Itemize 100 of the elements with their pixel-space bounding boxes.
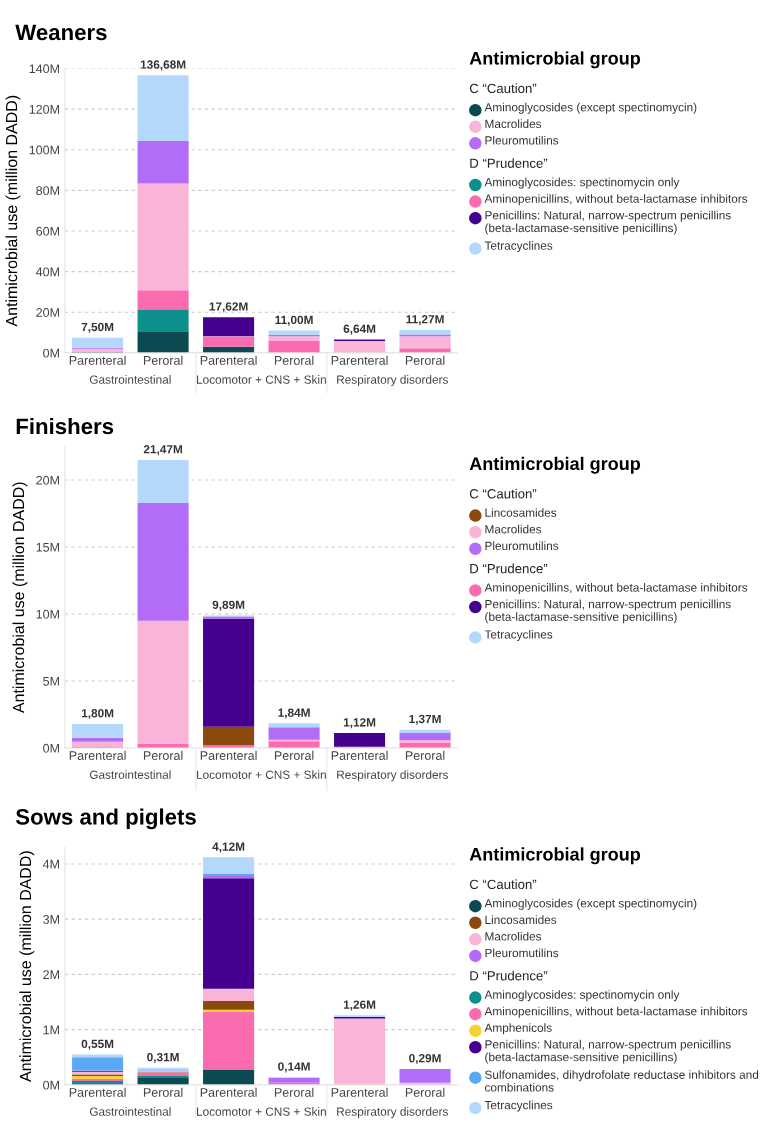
x-tick-label: Peroral bbox=[405, 750, 445, 760]
legend-label: Pleuromutilins bbox=[485, 948, 559, 958]
x-tick-label: Peroral bbox=[405, 1087, 445, 1097]
x-tick-label: Parenteral bbox=[69, 1087, 126, 1097]
x-tick-label: Parenteral bbox=[200, 355, 257, 365]
legend-label: Penicillins: Natural, narrow-spectrum penicillins (beta-lactamase-sensitive penicillins) bbox=[485, 599, 731, 624]
text: D “Prudence” bbox=[470, 970, 548, 981]
x-tick-label: Peroral bbox=[143, 1087, 183, 1097]
y-tick-label: 20M bbox=[36, 308, 59, 317]
y-tick-label: 0M bbox=[43, 348, 59, 358]
y-tick-label: 100M bbox=[29, 145, 59, 155]
y-axis-title: Antimicrobial use (million DADD) bbox=[19, 851, 35, 1082]
text: C “Caution” bbox=[469, 488, 537, 499]
y-axis-title: Antimicrobial use (million DADD) bbox=[12, 482, 28, 714]
text: Gastrointestinal bbox=[89, 770, 171, 779]
text: C “Caution” bbox=[469, 879, 537, 890]
y-tick-label: 20M bbox=[36, 475, 59, 485]
total-label: 11,00M bbox=[275, 315, 313, 326]
legend-label: Tetracyclines bbox=[484, 1100, 553, 1112]
total-label: 1,84M bbox=[278, 708, 310, 719]
x-tick-label: Parenteral bbox=[200, 750, 257, 760]
legend-label: Aminopenicillins, without beta-lactamase inhibitors bbox=[484, 1006, 748, 1018]
text: Respiratory disorders bbox=[337, 770, 448, 782]
y-tick-label: 80M bbox=[36, 186, 59, 196]
y-tick-label: 60M bbox=[36, 226, 59, 236]
y-tick-label: 1M bbox=[43, 1025, 59, 1035]
total-label: 1,12M bbox=[343, 718, 376, 729]
total-label: 0,14M bbox=[278, 1062, 310, 1073]
total-label: 1,37M bbox=[409, 714, 441, 725]
x-tick-label: Peroral bbox=[405, 355, 445, 365]
legend-label: Macrolides bbox=[485, 119, 542, 129]
y-tick-label: 15M bbox=[36, 542, 59, 552]
total-label: 4,12M bbox=[212, 842, 245, 853]
text: Gastrointestinal bbox=[89, 375, 171, 384]
legend-label: Macrolides bbox=[485, 931, 542, 941]
x-tick-label: Peroral bbox=[143, 750, 183, 760]
y-axis-title: Antimicrobial use (million DADD) bbox=[5, 95, 21, 327]
legend-label: Aminoglycosides: spectinomycin only bbox=[484, 990, 680, 1002]
legend-title: Antimicrobial group bbox=[469, 847, 641, 865]
text: Respiratory disorders bbox=[337, 1107, 448, 1119]
legend-label: Sulfonamides, dihydrofolate reductase inhibitors and combinations bbox=[485, 1070, 759, 1092]
total-label: 0,29M bbox=[409, 1054, 441, 1065]
legend-label: Macrolides bbox=[485, 524, 542, 534]
y-tick-label: 0M bbox=[43, 743, 59, 753]
legend-title: Antimicrobial group bbox=[469, 51, 641, 69]
y-tick-label: 0M bbox=[43, 1080, 59, 1090]
total-label: 0,31M bbox=[147, 1052, 179, 1063]
text: Locomotor + CNS + Skin bbox=[197, 770, 326, 779]
y-tick-label: 40M bbox=[35, 267, 59, 277]
legend-label: Aminopenicillins, without beta-lactamase inhibitors bbox=[484, 194, 748, 206]
legend-label: Aminoglycosides (except spectinomycin) bbox=[484, 898, 697, 910]
text: Gastrointestinal bbox=[89, 1107, 171, 1116]
chart-title: Finishers bbox=[16, 417, 114, 435]
total-label: 136,68M bbox=[140, 60, 186, 71]
total-label: 11,27M bbox=[406, 315, 444, 326]
legend-label: Lincosamides bbox=[485, 508, 557, 517]
total-label: 6,64M bbox=[343, 324, 376, 335]
legend-label: Tetracyclines bbox=[484, 629, 553, 641]
text: Respiratory disorders bbox=[337, 375, 448, 387]
y-tick-label: 120M bbox=[29, 104, 59, 114]
total-label: 9,89M bbox=[212, 600, 245, 611]
total-label: 1,26M bbox=[343, 1000, 376, 1011]
legend-label: Aminoglycosides: spectinomycin only bbox=[484, 177, 680, 189]
text: Locomotor + CNS + Skin bbox=[197, 375, 326, 384]
y-tick-label: 10M bbox=[36, 609, 59, 619]
x-tick-label: Parenteral bbox=[69, 355, 126, 365]
x-tick-label: Peroral bbox=[274, 1087, 314, 1097]
legend-label: Lincosamides bbox=[485, 915, 557, 924]
total-label: 21,47M bbox=[143, 445, 182, 456]
total-label: 7,50M bbox=[81, 322, 114, 333]
legend-label: Aminoglycosides (except spectinomycin) bbox=[484, 102, 697, 114]
text: D “Prudence” bbox=[470, 563, 548, 574]
legend-title: Antimicrobial group bbox=[469, 456, 641, 474]
legend-label: Penicillins: Natural, narrow-spectrum penicillins (beta-lactamase-sensitive penicillins) bbox=[485, 210, 731, 235]
total-label: 1,80M bbox=[81, 709, 114, 720]
legend-label: Penicillins: Natural, narrow-spectrum penicillins (beta-lactamase-sensitive penicillins) bbox=[485, 1039, 731, 1064]
total-label: 17,62M bbox=[209, 302, 248, 313]
y-tick-label: 5M bbox=[43, 676, 59, 686]
legend-label: Pleuromutilins bbox=[485, 135, 559, 145]
x-tick-label: Parenteral bbox=[331, 750, 388, 760]
x-tick-label: Peroral bbox=[143, 355, 183, 365]
y-tick-label: 140M bbox=[29, 64, 59, 74]
y-tick-label: 2M bbox=[43, 970, 59, 979]
total-label: 0,55M bbox=[81, 1039, 114, 1050]
legend-label: Aminopenicillins, without beta-lactamase inhibitors bbox=[484, 583, 748, 595]
chart-title: Weaners bbox=[15, 24, 107, 41]
x-tick-label: Peroral bbox=[274, 750, 314, 760]
text: C “Caution” bbox=[469, 83, 537, 94]
chart-title: Sows and piglets bbox=[15, 808, 196, 830]
legend-label: Tetracyclines bbox=[484, 241, 553, 253]
x-tick-label: Parenteral bbox=[331, 355, 388, 365]
x-tick-label: Peroral bbox=[274, 355, 314, 365]
legend-label: Amphenicols bbox=[484, 1023, 552, 1035]
legend-label: Pleuromutilins bbox=[485, 541, 559, 550]
text: D “Prudence” bbox=[470, 158, 548, 168]
x-tick-label: Parenteral bbox=[200, 1087, 257, 1097]
text: Locomotor + CNS + Skin bbox=[197, 1107, 326, 1116]
y-tick-label: 3M bbox=[43, 914, 59, 924]
y-tick-label: 4M bbox=[42, 859, 59, 869]
x-tick-label: Parenteral bbox=[331, 1087, 388, 1097]
